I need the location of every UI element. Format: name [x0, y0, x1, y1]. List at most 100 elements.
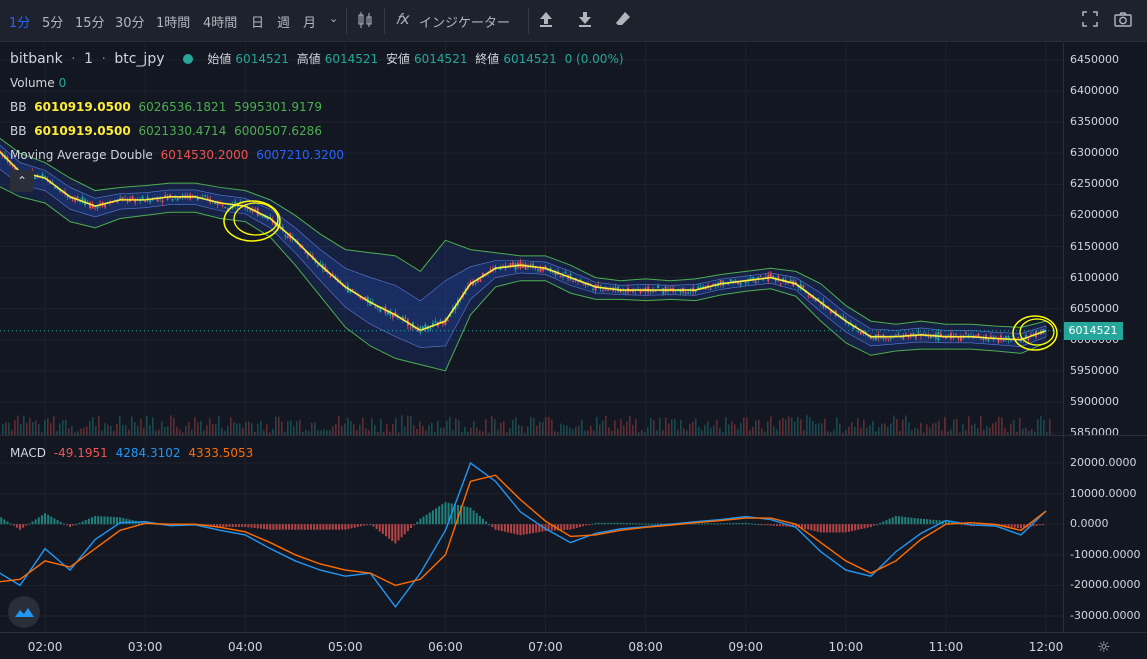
volume-bar	[425, 430, 427, 435]
timeframe-15m[interactable]: 15分	[75, 16, 105, 31]
candle-body	[229, 205, 232, 207]
time-axis-bar[interactable]	[0, 632, 1147, 659]
macd-histogram-bar	[988, 524, 991, 526]
candle-body	[474, 282, 477, 284]
macd-histogram-bar	[766, 524, 769, 526]
time-tick-label: 07:00	[528, 640, 563, 654]
volume-bar	[797, 416, 799, 435]
candle-body	[144, 201, 147, 203]
macd-histogram-bar	[103, 516, 106, 525]
volume-bar	[215, 424, 217, 435]
volume-bar	[347, 417, 349, 435]
macd-histogram-bar	[754, 523, 757, 525]
candle-body	[995, 336, 997, 338]
timeframe-month[interactable]: 月	[303, 16, 317, 31]
macd-histogram-bar	[306, 524, 309, 530]
candle-body	[269, 217, 272, 219]
candle-style-icon[interactable]	[356, 10, 374, 34]
price-tick-label: 6300000	[1070, 146, 1119, 160]
volume-bar	[386, 423, 388, 435]
macd-histogram-bar	[47, 514, 50, 525]
annotation-circle[interactable]	[1019, 318, 1055, 346]
volume-bar	[194, 417, 196, 435]
download-icon[interactable]	[577, 10, 593, 32]
candle-body	[404, 317, 407, 319]
tradingview-logo-icon[interactable]	[8, 596, 40, 628]
bb2-label[interactable]: BB	[10, 124, 27, 138]
volume-bar	[602, 420, 604, 435]
timeframe-5m[interactable]: 5分	[42, 16, 64, 31]
volume-bar	[302, 431, 304, 435]
candle-body	[909, 333, 912, 336]
macd-histogram-bar	[472, 510, 475, 525]
candle-body	[226, 208, 229, 210]
macd-histogram-bar	[403, 524, 406, 535]
volume-bar	[1025, 427, 1027, 435]
settings-gear-icon[interactable]: ☼	[1097, 638, 1111, 656]
candle-body	[56, 188, 59, 190]
candle-body	[71, 198, 74, 200]
fullscreen-icon[interactable]	[1081, 10, 1099, 32]
volume-label[interactable]: Volume	[10, 76, 55, 90]
candle-body	[894, 334, 897, 336]
collapse-legend-button[interactable]: ⌃	[10, 170, 34, 192]
candle-body	[940, 333, 942, 337]
ma-label[interactable]: Moving Average Double	[10, 148, 153, 162]
timeframe-week[interactable]: 週	[277, 16, 291, 31]
volume-bar	[191, 429, 193, 435]
volume-bar	[524, 432, 526, 435]
camera-icon[interactable]	[1113, 10, 1133, 32]
chevron-down-icon[interactable]: ⌄	[329, 12, 339, 25]
volume-bar	[611, 430, 613, 435]
macd-histogram-bar	[241, 524, 244, 527]
macd-histogram-bar	[65, 524, 68, 526]
fx-icon[interactable]: 𝑓x	[396, 10, 410, 28]
annotation-circle[interactable]	[233, 202, 279, 236]
price-chart[interactable]	[0, 43, 1063, 435]
volume-bar	[230, 417, 232, 435]
open-value: 6014521	[235, 52, 289, 66]
macd-tick-label: 20000.0000	[1070, 456, 1137, 469]
candle-body	[126, 200, 129, 202]
macd-histogram-bar	[566, 524, 569, 530]
upload-icon[interactable]	[538, 10, 554, 32]
macd-histogram-bar	[575, 524, 578, 528]
volume-bar	[14, 420, 16, 435]
macd-chart[interactable]	[0, 436, 1063, 632]
volume-bar	[311, 423, 313, 435]
bb1-label[interactable]: BB	[10, 100, 27, 114]
exchange-name[interactable]: bitbank	[10, 51, 63, 67]
macd-histogram-bar	[334, 524, 337, 530]
macd-signal-value: 4333.5053	[188, 446, 254, 460]
timeframe-1h[interactable]: 1時間	[156, 16, 191, 31]
candle-body	[169, 194, 172, 197]
annotation-circle[interactable]	[223, 200, 281, 242]
macd-label[interactable]: MACD	[10, 446, 46, 460]
macd-histogram-bar	[419, 518, 422, 525]
macd-histogram-bar	[1007, 524, 1010, 527]
candle-body	[864, 331, 867, 333]
volume-bar	[758, 419, 760, 435]
volume-bar	[803, 430, 805, 435]
pane-divider[interactable]	[0, 435, 1147, 436]
candle-body	[869, 336, 872, 339]
macd-histogram-bar	[582, 524, 585, 527]
volume-bar	[308, 430, 310, 435]
macd-histogram-bar	[851, 524, 854, 532]
volume-bar	[548, 416, 550, 435]
macd-histogram-bar	[729, 523, 732, 525]
eraser-icon[interactable]	[614, 10, 632, 32]
timeframe-4h[interactable]: 4時間	[203, 16, 238, 31]
timeframe-30m[interactable]: 30分	[115, 16, 145, 31]
candle-body	[917, 331, 920, 334]
timeframe-day[interactable]: 日	[251, 16, 265, 31]
candle-body	[897, 334, 900, 336]
indicators-button[interactable]: インジケーター	[419, 16, 511, 31]
time-tick-label: 06:00	[428, 640, 463, 654]
macd-histogram-bar	[901, 516, 904, 525]
macd-histogram-bar	[15, 524, 18, 528]
timeframe-1m[interactable]: 1分	[9, 16, 31, 31]
macd-histogram-bar	[569, 524, 572, 530]
annotation-circle[interactable]	[1012, 315, 1058, 351]
candle-body	[729, 279, 732, 282]
